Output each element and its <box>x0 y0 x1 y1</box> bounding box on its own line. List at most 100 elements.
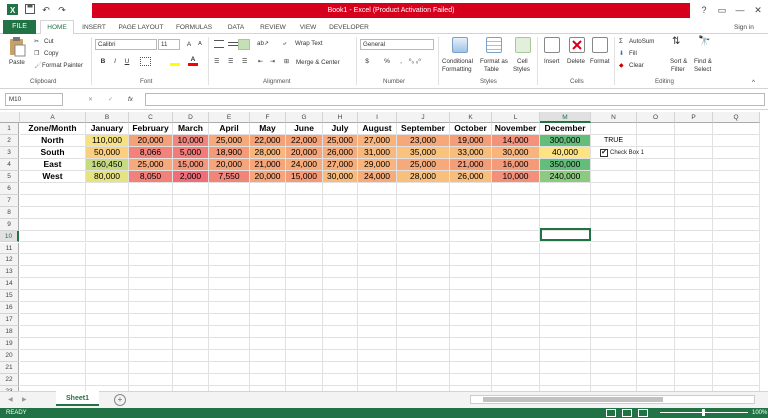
cell[interactable] <box>637 314 675 327</box>
data-cell[interactable]: 10,000 <box>173 134 209 147</box>
cell[interactable] <box>675 194 713 207</box>
cell[interactable] <box>637 123 675 135</box>
borders-icon[interactable] <box>140 57 151 66</box>
delete-button[interactable]: Delete <box>567 58 585 65</box>
cell[interactable] <box>450 373 492 386</box>
cell[interactable] <box>358 290 397 303</box>
cell[interactable] <box>713 242 760 255</box>
merge-center-button[interactable]: Merge & Center <box>296 59 340 66</box>
page-break-view-icon[interactable] <box>638 409 648 417</box>
data-cell[interactable]: 110,000 <box>86 134 129 147</box>
cell[interactable] <box>358 314 397 327</box>
row-header-9[interactable]: 9 <box>0 218 19 231</box>
cell[interactable] <box>397 302 450 315</box>
cell[interactable] <box>209 206 250 219</box>
cell[interactable] <box>173 218 209 231</box>
cell[interactable] <box>358 278 397 291</box>
number-format-select[interactable]: General <box>360 39 434 50</box>
cell[interactable] <box>129 338 173 351</box>
cell[interactable] <box>129 254 173 267</box>
cell[interactable] <box>209 338 250 351</box>
cell[interactable] <box>250 254 286 267</box>
column-header-b[interactable]: B <box>86 112 129 123</box>
column-header-g[interactable]: G <box>286 112 323 123</box>
paste-button[interactable]: Paste <box>9 59 25 66</box>
cell[interactable] <box>323 302 358 315</box>
cell[interactable] <box>397 194 450 207</box>
data-cell[interactable]: 25,000 <box>323 134 358 147</box>
row-header-12[interactable]: 12 <box>0 254 19 267</box>
data-cell[interactable]: 8,066 <box>129 146 173 159</box>
column-header-o[interactable]: O <box>637 112 675 123</box>
column-header-n[interactable]: N <box>591 112 637 123</box>
cell[interactable] <box>20 385 86 392</box>
conditional-formatting-icon[interactable] <box>452 37 468 53</box>
cell[interactable] <box>86 194 129 207</box>
cell[interactable] <box>675 350 713 362</box>
cell[interactable] <box>713 302 760 315</box>
cell[interactable] <box>637 182 675 195</box>
cell[interactable] <box>397 290 450 303</box>
cell[interactable] <box>173 194 209 207</box>
cell[interactable] <box>173 326 209 339</box>
cell[interactable] <box>286 338 323 351</box>
cell[interactable] <box>540 278 591 291</box>
header-cell[interactable]: April <box>209 123 250 135</box>
cell[interactable] <box>450 206 492 219</box>
cell[interactable] <box>209 194 250 207</box>
cell[interactable] <box>286 206 323 219</box>
cell[interactable] <box>323 326 358 339</box>
cell[interactable] <box>286 278 323 291</box>
cell[interactable] <box>540 218 591 231</box>
cell[interactable] <box>173 338 209 351</box>
row-header-7[interactable]: 7 <box>0 194 19 207</box>
cell[interactable] <box>129 385 173 392</box>
cell[interactable] <box>286 230 323 243</box>
cell[interactable] <box>637 254 675 267</box>
data-cell[interactable]: 21,000 <box>250 158 286 171</box>
cell[interactable] <box>397 350 450 362</box>
cell[interactable] <box>675 278 713 291</box>
cell[interactable] <box>86 385 129 392</box>
cell[interactable] <box>540 350 591 362</box>
cell[interactable] <box>86 218 129 231</box>
cell[interactable] <box>250 338 286 351</box>
cell[interactable] <box>591 170 637 183</box>
cell[interactable] <box>250 230 286 243</box>
cell[interactable] <box>358 182 397 195</box>
cell[interactable] <box>397 230 450 243</box>
cell[interactable] <box>637 242 675 255</box>
ribbon-display-button[interactable]: ▭ <box>717 5 727 15</box>
cell[interactable] <box>20 254 86 267</box>
column-header-m[interactable]: M <box>540 112 591 123</box>
column-header-c[interactable]: C <box>129 112 173 123</box>
row-header-20[interactable]: 20 <box>0 350 19 362</box>
header-cell[interactable]: South <box>20 146 86 159</box>
data-cell[interactable]: 300,000 <box>540 134 591 147</box>
cell[interactable] <box>286 290 323 303</box>
data-cell[interactable]: 30,000 <box>492 146 540 159</box>
cell[interactable] <box>675 230 713 243</box>
horizontal-scrollbar[interactable] <box>470 395 755 404</box>
cell[interactable] <box>540 290 591 303</box>
cell[interactable] <box>173 254 209 267</box>
column-header-f[interactable]: F <box>250 112 286 123</box>
underline-button[interactable]: U <box>124 58 130 65</box>
data-cell[interactable]: 27,000 <box>358 134 397 147</box>
data-cell[interactable]: 24,000 <box>358 170 397 183</box>
find-select-button[interactable]: Find & <box>694 58 712 65</box>
data-cell[interactable]: 25,000 <box>209 134 250 147</box>
cell[interactable] <box>492 182 540 195</box>
cell[interactable] <box>397 218 450 231</box>
currency-button[interactable]: $ <box>365 58 369 65</box>
cell[interactable] <box>591 230 637 243</box>
cell[interactable] <box>173 385 209 392</box>
clear-button[interactable]: Clear <box>629 62 644 69</box>
cell[interactable] <box>129 326 173 339</box>
cell[interactable] <box>540 314 591 327</box>
sort-filter-icon[interactable]: ⇅ <box>672 36 681 47</box>
data-cell[interactable]: 23,000 <box>397 134 450 147</box>
cell[interactable] <box>86 206 129 219</box>
cell[interactable] <box>540 194 591 207</box>
cell[interactable] <box>129 373 173 386</box>
